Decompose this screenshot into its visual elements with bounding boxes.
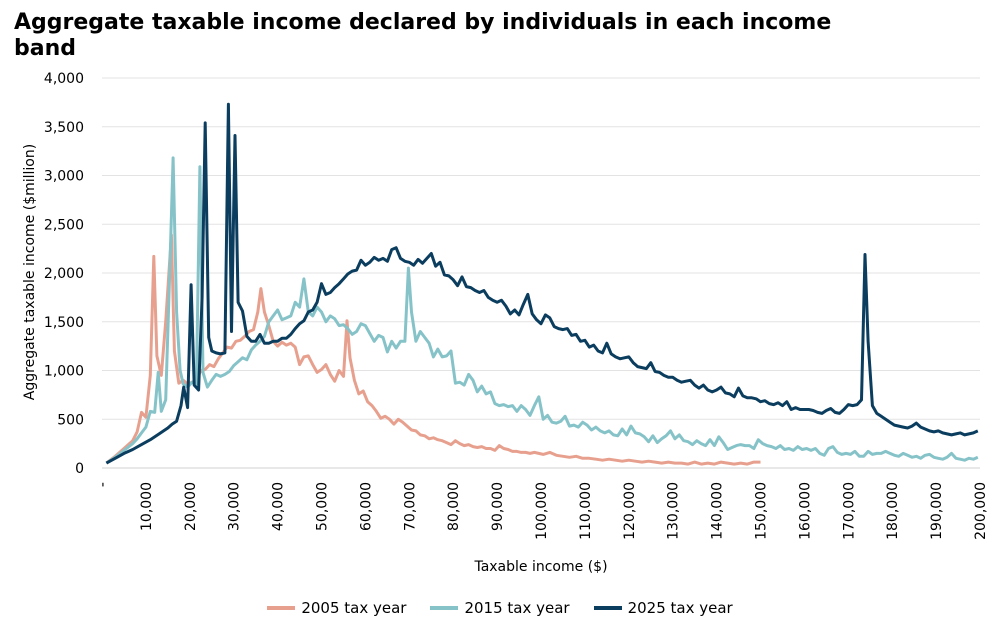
legend-swatch xyxy=(430,606,459,610)
x-tick-label: 150,000 xyxy=(754,482,770,540)
legend-label: 2015 tax year xyxy=(464,599,570,617)
y-tick-label: 3,500 xyxy=(44,120,84,136)
x-tick-label: 130,000 xyxy=(666,482,682,540)
chart-title: Aggregate taxable income declared by ind… xyxy=(14,10,832,61)
legend-item: 2015 tax year xyxy=(430,599,570,617)
x-tick-label: 20,000 xyxy=(183,482,199,531)
x-tick-label: 120,000 xyxy=(622,482,638,540)
x-tick-label: 90,000 xyxy=(490,482,506,531)
x-tick-label: 40,000 xyxy=(271,482,287,531)
x-tick-label: 10,000 xyxy=(139,482,155,531)
y-axis-ticks: 0 500 1,000 1,500 2,000 2,500 3,000 3,500 4,000 xyxy=(44,71,84,477)
x-tick-label: 80,000 xyxy=(446,482,462,531)
legend-label: 2025 tax year xyxy=(627,599,733,617)
x-tick-label: 190,000 xyxy=(929,482,945,540)
x-tick-label: 160,000 xyxy=(797,482,813,540)
legend-item: 2005 tax year xyxy=(267,599,406,617)
y-axis-title: Aggregate taxable income ($million) xyxy=(22,144,38,400)
y-tick-label: 4,000 xyxy=(44,71,84,87)
x-tick-label: 30,000 xyxy=(227,482,243,531)
y-tick-label: 3,000 xyxy=(44,169,84,185)
x-tick-label: 170,000 xyxy=(841,482,857,540)
x-tick-label: 200,000 xyxy=(973,482,989,540)
series-line-2 xyxy=(105,156,979,465)
x-tick-label: 110,000 xyxy=(578,482,594,540)
x-axis-title: Taxable income ($) xyxy=(473,559,607,575)
legend-item: 2025 tax year xyxy=(593,599,733,617)
x-tick-label: 140,000 xyxy=(710,482,726,540)
legend-swatch xyxy=(267,606,296,610)
legend: 2005 tax year 2015 tax year 2025 tax year xyxy=(0,596,1000,617)
x-tick-label: 70,000 xyxy=(402,482,418,531)
legend-label: 2005 tax year xyxy=(301,599,407,617)
x-tick-label: 60,000 xyxy=(358,482,374,531)
series-line-3 xyxy=(105,102,979,465)
y-tick-label: 500 xyxy=(57,412,84,428)
y-tick-label: 2,000 xyxy=(44,266,84,282)
y-tick-label: 1,000 xyxy=(44,364,84,380)
x-tick-label: 50,000 xyxy=(315,482,331,531)
series-lines xyxy=(105,102,979,466)
y-tick-label: 0 xyxy=(75,461,84,477)
x-tick-label: 100,000 xyxy=(534,482,550,540)
x-axis-ticks: - 10,000 20,000 30,000 40,000 50,000 60,000 70,… xyxy=(95,482,989,540)
y-tick-label: 2,500 xyxy=(44,217,84,233)
series-line-1 xyxy=(105,233,761,466)
x-tick-label: - xyxy=(95,482,111,487)
legend-swatch xyxy=(593,606,622,610)
x-tick-label: 180,000 xyxy=(885,482,901,540)
y-tick-label: 1,500 xyxy=(44,315,84,331)
